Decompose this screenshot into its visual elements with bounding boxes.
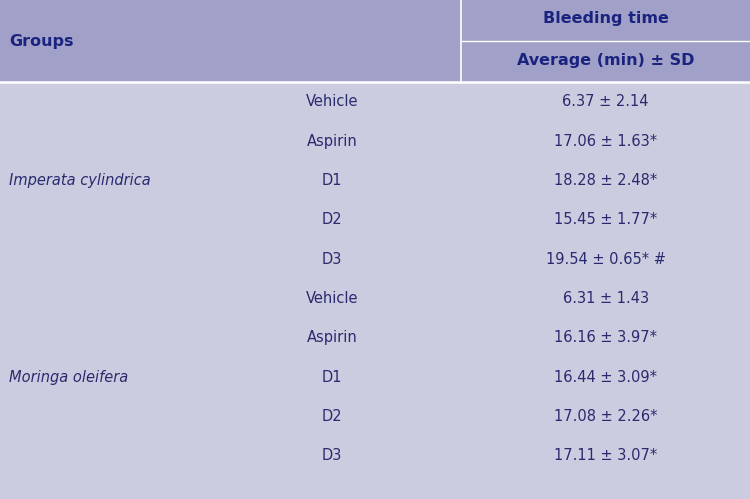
Text: 6.37 ± 2.14: 6.37 ± 2.14 <box>562 94 649 109</box>
Text: 17.11 ± 3.07*: 17.11 ± 3.07* <box>554 449 657 464</box>
Text: 16.16 ± 3.97*: 16.16 ± 3.97* <box>554 330 657 345</box>
Text: Imperata cylindrica: Imperata cylindrica <box>9 173 151 188</box>
Text: Vehicle: Vehicle <box>306 291 358 306</box>
Text: 16.44 ± 3.09*: 16.44 ± 3.09* <box>554 370 657 385</box>
Text: 17.06 ± 1.63*: 17.06 ± 1.63* <box>554 134 657 149</box>
Text: Aspirin: Aspirin <box>307 134 358 149</box>
Text: D2: D2 <box>322 409 343 424</box>
Text: D3: D3 <box>322 449 342 464</box>
Text: D1: D1 <box>322 173 342 188</box>
Bar <box>0 0 750 82</box>
Text: Aspirin: Aspirin <box>307 330 358 345</box>
Text: Vehicle: Vehicle <box>306 94 358 109</box>
Text: Bleeding time: Bleeding time <box>543 11 668 26</box>
Text: 19.54 ± 0.65* #: 19.54 ± 0.65* # <box>545 252 666 267</box>
Text: 15.45 ± 1.77*: 15.45 ± 1.77* <box>554 213 657 228</box>
Text: 6.31 ± 1.43: 6.31 ± 1.43 <box>562 291 649 306</box>
Text: 18.28 ± 2.48*: 18.28 ± 2.48* <box>554 173 657 188</box>
Text: D2: D2 <box>322 213 343 228</box>
Text: 17.08 ± 2.26*: 17.08 ± 2.26* <box>554 409 657 424</box>
Text: Moringa oleifera: Moringa oleifera <box>9 370 128 385</box>
Text: D1: D1 <box>322 370 342 385</box>
Text: Groups: Groups <box>9 33 74 49</box>
Text: Average (min) ± SD: Average (min) ± SD <box>517 52 695 67</box>
Text: D3: D3 <box>322 252 342 267</box>
